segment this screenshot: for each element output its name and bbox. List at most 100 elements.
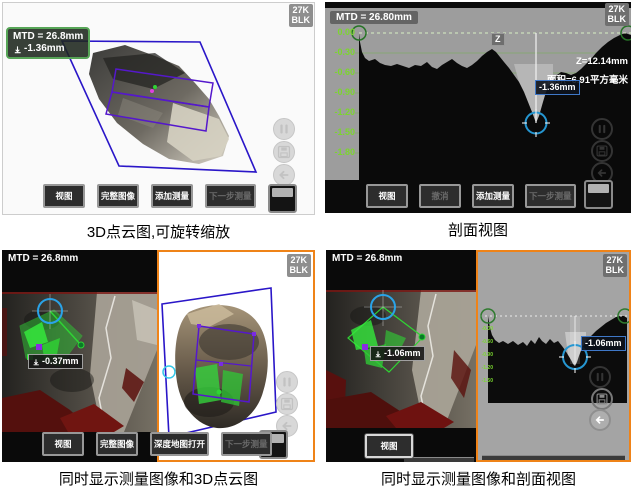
depth-map-button[interactable]: 深度地图打开 bbox=[150, 432, 210, 456]
mtd-measurement-box: MTD = 26.8mm -1.36mm bbox=[6, 27, 91, 59]
caption: 剖面视图 bbox=[447, 222, 508, 239]
y-tick: -0.90 bbox=[481, 352, 493, 358]
stream-badge: 27K BLK bbox=[604, 3, 629, 26]
measurement-region-outline bbox=[192, 325, 255, 403]
z-length-value: Z=12.14mm bbox=[575, 56, 628, 67]
toolbar: 视图 撤消 添加测量 下一步测量 bbox=[366, 184, 576, 208]
mtd-label: MTD = 26.8mm bbox=[8, 253, 79, 264]
pause-button bbox=[276, 371, 298, 393]
y-tick: -0.60 bbox=[334, 67, 355, 77]
figure-3d-pointcloud: 27K BLK MTD = 26.8mm -1.36mm 视图 完整 bbox=[2, 2, 315, 242]
depth-value-box: -1.36mm bbox=[535, 80, 580, 95]
display-toggle-button[interactable] bbox=[584, 180, 613, 209]
stream-badge: 27K BLK bbox=[288, 4, 313, 27]
back-arrow-icon bbox=[595, 416, 605, 424]
pointcloud-3d bbox=[161, 287, 277, 438]
measure-point[interactable] bbox=[77, 341, 85, 349]
area-value: 面积=6.91平方毫米 bbox=[546, 75, 628, 86]
cursor-circle-small[interactable] bbox=[162, 365, 176, 379]
profile-end-marker[interactable] bbox=[617, 308, 629, 324]
split-screen-icon bbox=[263, 434, 284, 443]
y-tick: -1.50 bbox=[334, 127, 355, 137]
depth-value-box: -1.06mm bbox=[581, 336, 626, 351]
cutoff-toolbar bbox=[404, 457, 474, 462]
display-toggle-button[interactable] bbox=[268, 184, 297, 213]
figure-profile-view: 0.00 -0.30 -0.60 -0.90 -1.20 -1.50 -1.80… bbox=[325, 2, 631, 240]
y-tick: -0.60 bbox=[481, 339, 493, 345]
y-tick: -1.20 bbox=[481, 365, 493, 371]
y-tick: -0.30 bbox=[481, 326, 493, 332]
measurement-image-view[interactable]: -1.06mm bbox=[326, 250, 476, 462]
pause-button[interactable] bbox=[589, 366, 611, 388]
y-tick: 0.00 bbox=[337, 27, 355, 37]
save-icon bbox=[277, 145, 291, 159]
profile-start-marker[interactable] bbox=[351, 25, 367, 41]
back-arrow-icon bbox=[597, 169, 607, 177]
y-tick: -1.50 bbox=[481, 378, 493, 384]
caption: 同时显示测量图像和3D点云图 bbox=[58, 471, 259, 488]
back-button[interactable] bbox=[589, 409, 611, 431]
view-button[interactable]: 视图 bbox=[366, 184, 408, 208]
full-image-button[interactable]: 完整图像 bbox=[97, 184, 140, 208]
cursor-circle[interactable] bbox=[37, 298, 63, 324]
y-tick: -0.90 bbox=[334, 87, 355, 97]
cursor-circle[interactable] bbox=[370, 294, 396, 320]
mtd-label: MTD = 26.80mm bbox=[330, 11, 418, 24]
measure-point-green[interactable] bbox=[153, 85, 157, 89]
measure-point-purple[interactable] bbox=[36, 344, 42, 350]
measurement-image bbox=[326, 290, 476, 428]
save-button[interactable] bbox=[591, 140, 613, 162]
pause-icon bbox=[596, 372, 604, 382]
pointcloud-3d-view[interactable]: 27K BLK bbox=[157, 250, 315, 462]
undo-button: 撤消 bbox=[419, 184, 461, 208]
panel-split-image-pointcloud: -0.37mm bbox=[2, 250, 315, 462]
pause-icon bbox=[280, 124, 288, 134]
view-button[interactable]: 视图 bbox=[43, 184, 85, 208]
back-arrow-icon bbox=[279, 170, 289, 180]
panel-3d-pointcloud: 27K BLK MTD = 26.8mm -1.36mm 视图 完整 bbox=[2, 2, 315, 215]
measurement-image-view[interactable]: -0.37mm bbox=[2, 250, 157, 462]
depth-value: -1.36mm bbox=[24, 43, 65, 54]
split-screen-icon bbox=[588, 184, 609, 193]
back-button bbox=[273, 164, 295, 186]
pause-button[interactable] bbox=[591, 118, 613, 140]
measure-region bbox=[19, 309, 83, 367]
full-image-button[interactable]: 完整图像 bbox=[96, 432, 139, 456]
next-measure-button: 下一步测量 bbox=[525, 184, 576, 208]
y-tick: -1.80 bbox=[334, 147, 355, 157]
y-tick: -0.30 bbox=[334, 47, 355, 57]
save-icon bbox=[280, 397, 294, 411]
panel-split-image-profile: -1.06mm bbox=[326, 250, 631, 462]
y-tick: -1.20 bbox=[334, 107, 355, 117]
save-button bbox=[273, 141, 295, 163]
mtd-label: MTD = 26.8mm bbox=[332, 253, 403, 264]
z-axis-marker: Z bbox=[491, 33, 505, 46]
measure-point[interactable] bbox=[418, 333, 426, 341]
split-screen-icon bbox=[272, 188, 293, 197]
profile-chart-view[interactable] bbox=[325, 2, 631, 213]
view-button[interactable]: 视图 bbox=[365, 434, 413, 458]
profile-start-marker[interactable] bbox=[480, 308, 496, 324]
stream-badge: 27K BLK bbox=[602, 254, 627, 277]
profile-end-marker[interactable] bbox=[620, 25, 631, 41]
mtd-label: MTD = 26.8mm bbox=[13, 31, 84, 42]
figure-image-and-profile: -1.06mm bbox=[326, 250, 631, 489]
pointcloud-3d-view[interactable] bbox=[3, 3, 314, 214]
measure-point-purple[interactable] bbox=[362, 344, 368, 350]
measure-point-magenta[interactable] bbox=[150, 89, 154, 93]
next-measure-button: 下一步测量 bbox=[221, 432, 272, 456]
pointcloud-bounds-outline bbox=[161, 287, 277, 438]
profile-silhouette bbox=[359, 33, 631, 180]
caption: 3D点云图,可旋转缩放 bbox=[86, 224, 231, 241]
depth-icon bbox=[375, 350, 381, 357]
figure-image-and-pointcloud: -0.37mm bbox=[2, 250, 315, 489]
view-button[interactable]: 视图 bbox=[42, 432, 84, 456]
area-highlight bbox=[514, 64, 553, 123]
add-measure-button[interactable]: 添加测量 bbox=[151, 184, 194, 208]
save-button[interactable] bbox=[591, 388, 613, 410]
cutoff-toolbar bbox=[482, 455, 625, 460]
profile-chart-view[interactable]: -0.30 -0.60 -0.90 -1.20 -1.50 -1.06mm bbox=[476, 250, 631, 462]
caption: 同时显示测量图像和剖面视图 bbox=[380, 471, 576, 488]
add-measure-button[interactable]: 添加测量 bbox=[472, 184, 515, 208]
